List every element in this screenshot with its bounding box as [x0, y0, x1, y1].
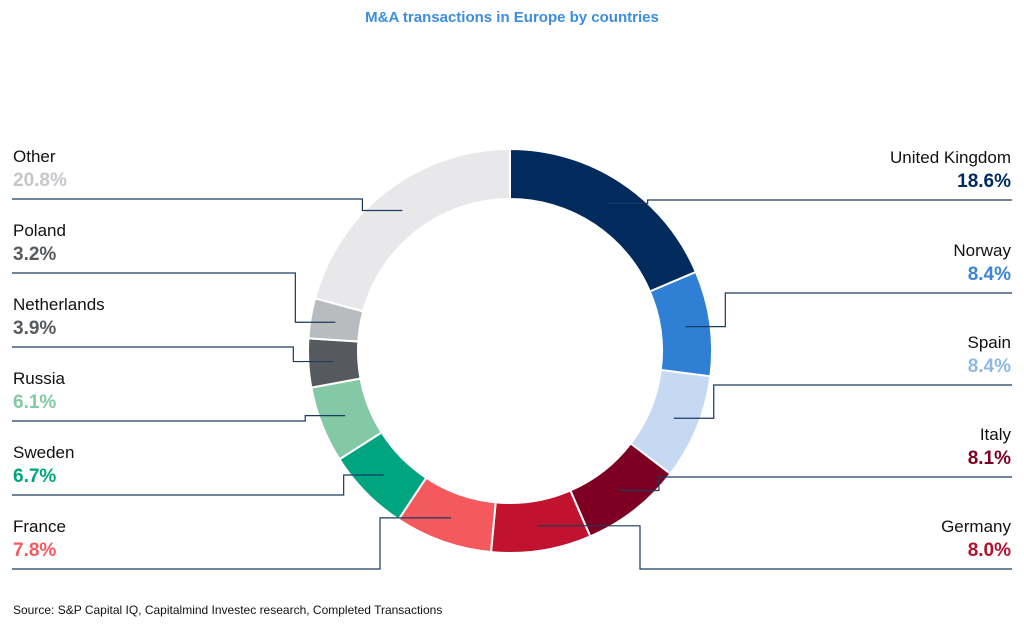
label-value: 8.1%: [967, 447, 1011, 469]
label-value: 6.7%: [13, 465, 57, 487]
label-spain: Spain 8.4%: [968, 333, 1011, 377]
label-value: 8.4%: [967, 263, 1011, 285]
label-value: 18.6%: [957, 170, 1011, 192]
label-name: Netherlands: [13, 295, 105, 314]
label-name: United Kingdom: [890, 148, 1011, 167]
label-value: 8.4%: [967, 355, 1011, 377]
leader-line-france: [12, 517, 452, 570]
source-note: Source: S&P Capital IQ, Capitalmind Inve…: [13, 603, 443, 617]
label-italy: Italy 8.1%: [968, 425, 1011, 469]
label-united-kingdom: United Kingdom 18.6%: [890, 148, 1011, 192]
label-sweden: Sweden 6.7%: [13, 443, 74, 487]
label-france: France 7.8%: [13, 517, 66, 561]
label-value: 8.0%: [967, 539, 1011, 561]
label-russia: Russia 6.1%: [13, 369, 65, 413]
label-germany: Germany 8.0%: [941, 517, 1011, 561]
label-name: Sweden: [13, 443, 75, 462]
slice-germany: [489, 489, 592, 554]
chart-title: M&A transactions in Europe by countries: [365, 9, 659, 26]
label-name: Germany: [941, 517, 1011, 536]
leader-line-sweden: [12, 474, 384, 496]
label-value: 7.8%: [13, 539, 57, 561]
slice-netherlands: [307, 337, 362, 389]
label-netherlands: Netherlands 3.9%: [13, 295, 105, 339]
leader-line-germany: [537, 525, 1012, 570]
label-value: 20.8%: [13, 169, 67, 191]
label-other: Other 20.8%: [13, 147, 67, 191]
leader-line-other: [12, 198, 403, 212]
label-name: Spain: [967, 333, 1011, 352]
label-name: France: [13, 517, 66, 536]
label-name: Poland: [13, 221, 66, 240]
label-poland: Poland 3.2%: [13, 221, 66, 265]
label-name: Other: [13, 147, 56, 166]
label-value: 6.1%: [13, 391, 57, 413]
label-name: Norway: [953, 241, 1011, 260]
label-value: 3.9%: [13, 317, 57, 339]
label-name: Italy: [979, 425, 1011, 444]
label-norway: Norway 8.4%: [953, 241, 1011, 285]
leader-line-spain: [673, 384, 1012, 419]
slice-other: [313, 147, 511, 313]
leader-line-poland: [12, 272, 336, 323]
leader-line-italy: [618, 476, 1012, 492]
leader-line-netherlands: [12, 346, 334, 363]
leader-line-united-kingdom: [607, 199, 1012, 204]
slice-united-kingdom: [509, 147, 698, 293]
label-name: Russia: [13, 369, 65, 388]
label-value: 3.2%: [13, 243, 57, 265]
leader-line-norway: [685, 292, 1012, 328]
slice-norway: [648, 270, 713, 378]
leader-line-russia: [12, 415, 346, 422]
